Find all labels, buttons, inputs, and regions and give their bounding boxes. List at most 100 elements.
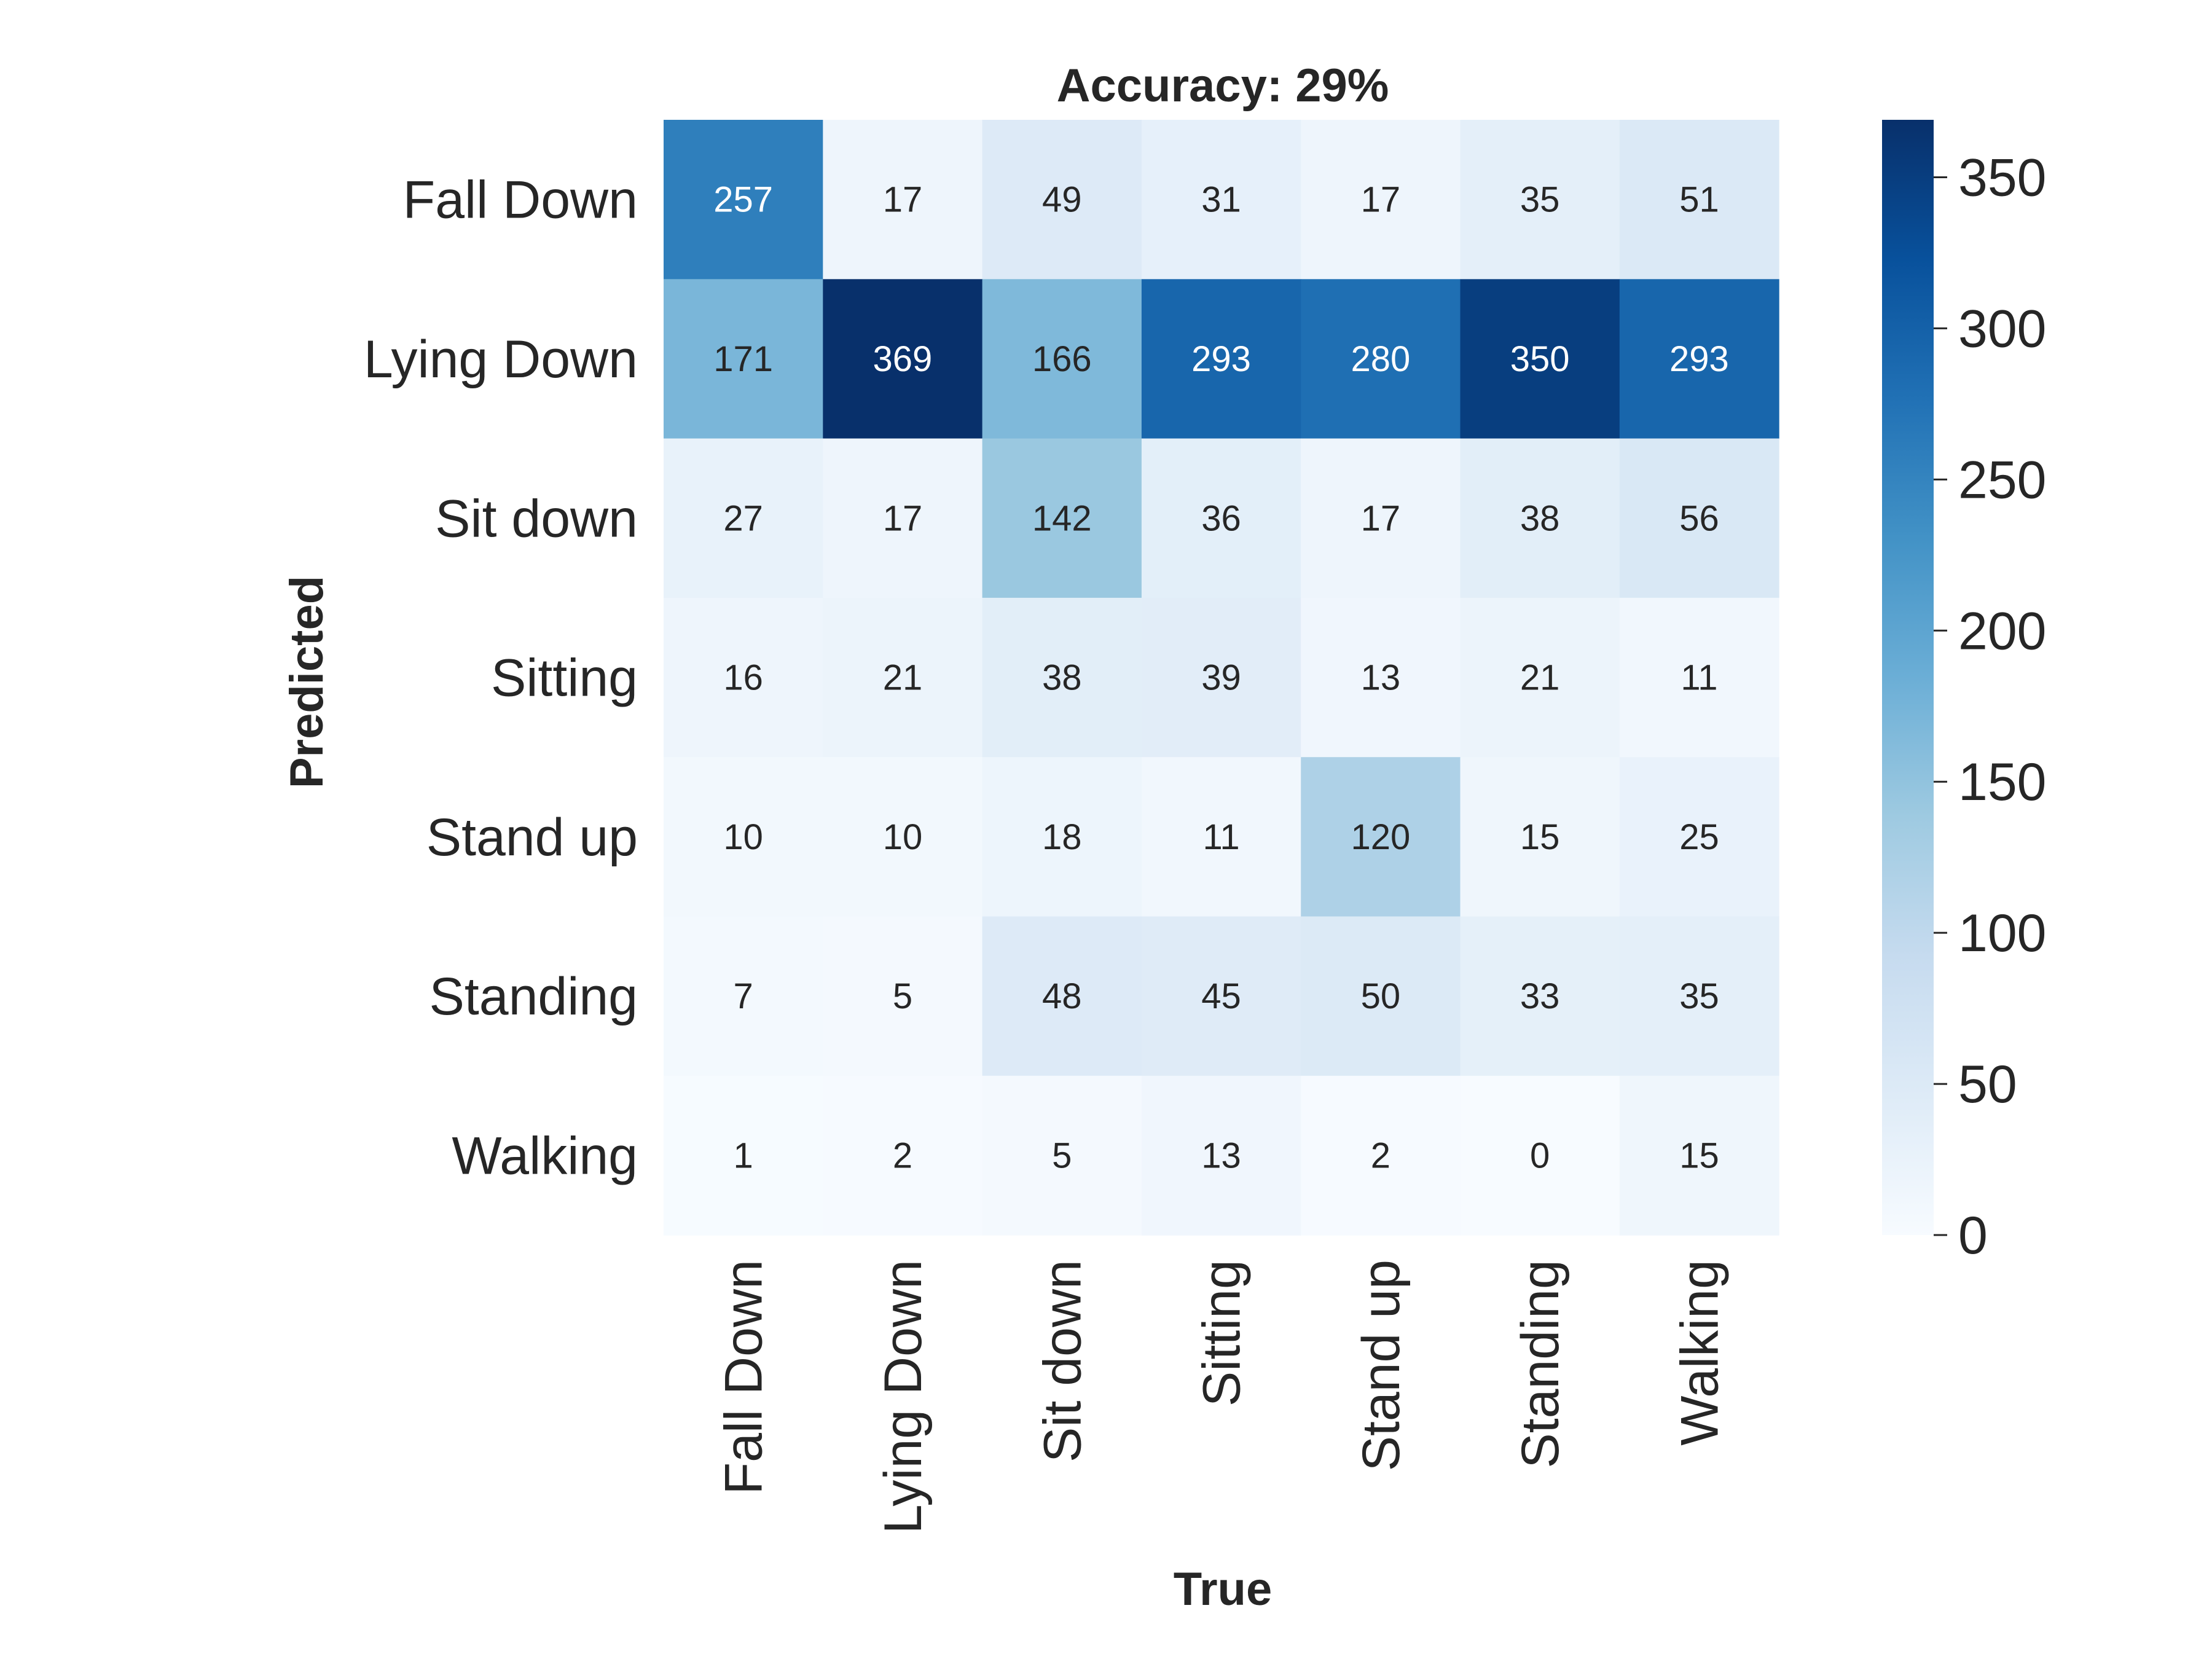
- heatmap-cell: [1141, 438, 1301, 598]
- heatmap-cell: [1301, 279, 1461, 439]
- cell-value-label: 45: [1201, 976, 1241, 1016]
- heatmap-cell: [664, 597, 823, 758]
- cell-value-label: 21: [883, 658, 923, 698]
- cell-value-label: 293: [1669, 339, 1729, 379]
- cell-value-label: 13: [1201, 1135, 1241, 1175]
- cell-value-label: 38: [1520, 498, 1560, 538]
- cell-value-label: 171: [713, 339, 773, 379]
- cell-value-label: 2: [1371, 1135, 1390, 1175]
- x-tick-label: Lying Down: [874, 1260, 933, 1534]
- y-tick-label: Walking: [452, 1126, 638, 1185]
- heatmap-cell: [1141, 120, 1301, 280]
- heatmap-cell: [664, 438, 823, 598]
- heatmap-cell: [823, 438, 983, 598]
- x-tick-label: Walking: [1670, 1260, 1729, 1446]
- cell-value-label: 33: [1520, 976, 1560, 1016]
- heatmap-cell: [1619, 757, 1779, 917]
- cell-value-label: 142: [1032, 498, 1092, 538]
- y-tick-label: Stand up: [426, 808, 638, 867]
- heatmap-cell: [982, 1075, 1142, 1236]
- y-axis-tick-labels: Fall Down Lying Down Sit down Sitting Stand …: [364, 171, 638, 1186]
- cell-value-label: 51: [1679, 180, 1719, 220]
- cell-value-label: 166: [1032, 339, 1092, 379]
- heatmap-cell: [1301, 1075, 1461, 1236]
- heatmap-cell: [1141, 757, 1301, 917]
- colorbar-tick-label: 150: [1958, 753, 2047, 812]
- heatmap-cell: [1619, 120, 1779, 280]
- y-tick-label: Fall Down: [403, 171, 638, 230]
- cell-value-label: 1: [734, 1135, 753, 1175]
- y-tick-label: Standing: [429, 967, 638, 1026]
- heatmap-cell: [982, 757, 1142, 917]
- heatmap-cell: [1141, 597, 1301, 758]
- heatmap-cell: [823, 279, 983, 439]
- x-tick-label: Sitting: [1193, 1260, 1252, 1406]
- cell-value-label: 35: [1520, 180, 1560, 220]
- heatmap-cell: [823, 757, 983, 917]
- cell-value-label: 120: [1351, 817, 1410, 857]
- heatmap-cell: [982, 438, 1142, 598]
- heatmap-cell: [664, 916, 823, 1077]
- heatmap-cell: [1619, 438, 1779, 598]
- heatmap-cell: [982, 597, 1142, 758]
- heatmap-cells: [664, 120, 1779, 1236]
- cell-value-label: 15: [1520, 817, 1560, 857]
- heatmap-cell: [1619, 1075, 1779, 1236]
- cell-value-label: 56: [1679, 498, 1719, 538]
- colorbar-tick-label: 50: [1958, 1055, 2017, 1114]
- heatmap-cell: [664, 120, 823, 280]
- heatmap-cell: [1460, 916, 1620, 1077]
- cell-value-label: 280: [1351, 339, 1410, 379]
- heatmap-cell: [982, 279, 1142, 439]
- colorbar-tick-label: 250: [1958, 450, 2047, 509]
- cell-value-label: 5: [1052, 1135, 1072, 1175]
- colorbar-tick-label: 200: [1958, 602, 2047, 661]
- heatmap-cell: [1141, 279, 1301, 439]
- heatmap-cell: [982, 120, 1142, 280]
- cell-value-label: 350: [1510, 339, 1570, 379]
- cell-value-label: 35: [1679, 976, 1719, 1016]
- cell-value-label: 7: [734, 976, 753, 1016]
- colorbar-tick-label: 0: [1958, 1206, 1988, 1265]
- chart-title: Accuracy: 29%: [1057, 60, 1389, 112]
- cell-value-label: 49: [1042, 180, 1082, 220]
- heatmap-cell: [982, 916, 1142, 1077]
- heatmap-cell: [664, 1075, 823, 1236]
- cell-value-label: 17: [883, 180, 923, 220]
- y-tick-label: Sitting: [491, 649, 638, 708]
- cell-value-label: 369: [873, 339, 933, 379]
- heatmap-cell: [1619, 916, 1779, 1077]
- heatmap-cell: [1460, 438, 1620, 598]
- colorbar-gradient: [1882, 120, 1934, 1235]
- heatmap-cell: [1460, 757, 1620, 917]
- cell-value-label: 16: [723, 658, 763, 698]
- cell-value-label: 21: [1520, 658, 1560, 698]
- cell-value-label: 11: [1681, 658, 1717, 698]
- heatmap-cell: [823, 916, 983, 1077]
- y-tick-label: Sit down: [435, 489, 638, 548]
- cell-value-label: 38: [1042, 658, 1082, 698]
- colorbar-tick-label: 300: [1958, 299, 2047, 358]
- cell-value-label: 17: [1361, 180, 1401, 220]
- heatmap-cell: [1301, 597, 1461, 758]
- cell-value-label: 39: [1201, 658, 1241, 698]
- heatmap-cell: [1301, 438, 1461, 598]
- x-tick-label: Sit down: [1033, 1260, 1092, 1462]
- cell-value-label: 48: [1042, 976, 1082, 1016]
- cell-value-label: 10: [723, 817, 763, 857]
- cell-value-label: 13: [1361, 658, 1401, 698]
- heatmap-cell: [1141, 916, 1301, 1077]
- cell-value-label: 17: [883, 498, 923, 538]
- colorbar-tick-label: 100: [1958, 904, 2047, 963]
- x-tick-label: Fall Down: [715, 1260, 774, 1494]
- colorbar-tick-label: 350: [1958, 148, 2047, 207]
- cell-value-label: 5: [893, 976, 912, 1016]
- x-tick-label: Stand up: [1352, 1260, 1411, 1471]
- cell-value-label: 27: [723, 498, 763, 538]
- heatmap-cell: [664, 757, 823, 917]
- cell-value-label: 11: [1202, 817, 1239, 857]
- cell-value-label: 15: [1679, 1135, 1719, 1175]
- cell-value-label: 31: [1201, 180, 1241, 220]
- y-tick-label: Lying Down: [364, 330, 638, 389]
- heatmap-cell: [1619, 279, 1779, 439]
